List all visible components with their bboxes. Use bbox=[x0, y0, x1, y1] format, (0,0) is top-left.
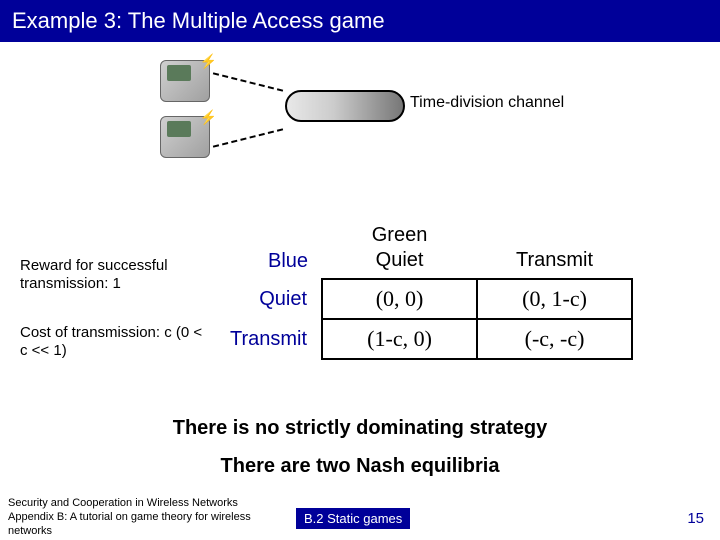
payoff-matrix: Green Blue Quiet Transmit Quiet (0, 0) (… bbox=[230, 224, 633, 360]
cell-qq: (0, 0) bbox=[322, 279, 477, 319]
slide-footer: Security and Cooperation in Wireless Net… bbox=[0, 496, 720, 540]
phone-icon-1: ⚡ bbox=[160, 60, 210, 102]
reward-text: Reward for successful transmission: 1 bbox=[20, 257, 210, 293]
cell-qt: (0, 1-c) bbox=[477, 279, 632, 319]
footer-line2: Appendix B: A tutorial on game theory fo… bbox=[8, 511, 290, 539]
col-header-quiet: Quiet bbox=[322, 249, 477, 279]
slide-title: Example 3: The Multiple Access game bbox=[12, 8, 385, 33]
cost-text: Cost of transmission: c (0 < c << 1) bbox=[20, 324, 210, 360]
page-number: 15 bbox=[687, 510, 720, 527]
link-line-2 bbox=[213, 128, 283, 147]
cell-tt: (-c, -c) bbox=[477, 319, 632, 359]
network-diagram: ⚡ ⚡ bbox=[150, 60, 550, 180]
channel-shape bbox=[285, 90, 405, 122]
statement-nash-equilibria: There are two Nash equilibria bbox=[0, 455, 720, 478]
row-player-label: Blue bbox=[230, 249, 322, 279]
footer-line1: Security and Cooperation in Wireless Net… bbox=[8, 497, 290, 511]
col-player-label: Green bbox=[322, 224, 477, 249]
channel-label: Time-division channel bbox=[410, 94, 564, 112]
footer-left: Security and Cooperation in Wireless Net… bbox=[0, 497, 290, 538]
row-header-transmit: Transmit bbox=[230, 319, 322, 359]
statement-no-dominating: There is no strictly dominating strategy bbox=[0, 417, 720, 440]
phone-icon-2: ⚡ bbox=[160, 116, 210, 158]
cell-tq: (1-c, 0) bbox=[322, 319, 477, 359]
col-header-transmit: Transmit bbox=[477, 249, 632, 279]
row-header-quiet: Quiet bbox=[230, 279, 322, 319]
footer-section-badge: B.2 Static games bbox=[296, 508, 410, 529]
slide-title-bar: Example 3: The Multiple Access game bbox=[0, 0, 720, 42]
link-line-1 bbox=[213, 72, 283, 91]
